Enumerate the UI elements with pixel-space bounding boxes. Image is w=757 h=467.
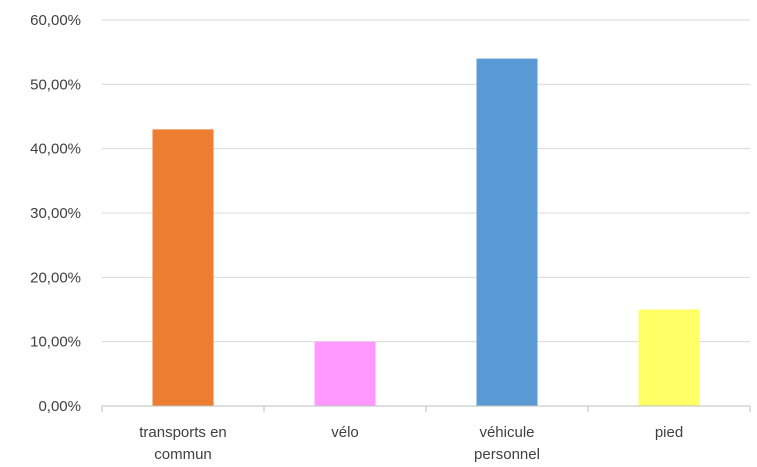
y-tick-label: 40,00% xyxy=(30,141,81,158)
x-category-label: vélo xyxy=(331,424,359,441)
x-category-label-line: commun xyxy=(154,446,212,463)
x-category-label: transports en commun xyxy=(139,424,227,463)
x-category-label-line: pied xyxy=(655,424,683,441)
y-tick-label: 30,00% xyxy=(30,205,81,222)
bars xyxy=(152,58,700,406)
x-axis-ticks xyxy=(101,406,751,412)
x-category-label-line: vélo xyxy=(331,424,359,441)
bar-3 xyxy=(638,309,700,406)
x-category-label: véhicule personnel xyxy=(474,424,540,463)
y-axis-tick-labels: 0,00% 10,00% 20,00% 30,00% 40,00% 50,00% 60,00… xyxy=(30,12,81,415)
y-tick-label: 50,00% xyxy=(30,76,81,93)
y-tick-label: 0,00% xyxy=(38,398,81,415)
x-category-label-line: personnel xyxy=(474,446,540,463)
bar-1 xyxy=(314,341,376,406)
x-category-label: pied xyxy=(655,424,683,441)
x-category-label-line: véhicule xyxy=(479,424,534,441)
bar-0 xyxy=(152,129,214,406)
x-axis-category-labels: transports en commun vélo véhicule personnel… xyxy=(139,424,683,463)
y-tick-label: 60,00% xyxy=(30,12,81,29)
bar-2 xyxy=(476,58,538,406)
x-category-label-line: transports en xyxy=(139,424,227,441)
y-tick-label: 10,00% xyxy=(30,334,81,351)
y-tick-label: 20,00% xyxy=(30,269,81,286)
